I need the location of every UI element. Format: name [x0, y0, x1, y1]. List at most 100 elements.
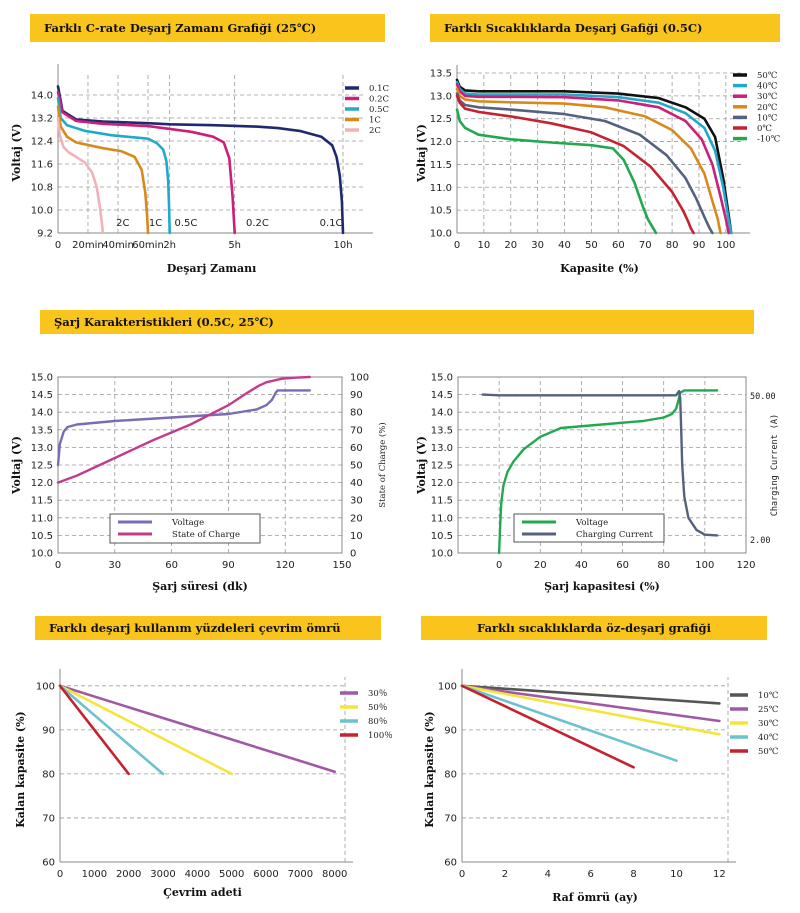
y-tick-label: 10.5 — [31, 531, 53, 542]
y2-tick-label: 50.00 — [750, 392, 776, 402]
y-tick-label: 13.2 — [31, 114, 53, 125]
y-tick-label: 70 — [42, 813, 55, 824]
y-tick-label: 12.5 — [430, 114, 452, 125]
y-tick-label: 13.0 — [31, 443, 53, 454]
x-tick-label: 8 — [630, 869, 636, 880]
y-tick-label: 12.0 — [431, 478, 453, 489]
y-tick-label: 14.0 — [31, 408, 53, 419]
series-line-10℃ — [460, 684, 721, 705]
x-tick-label: 60 — [612, 240, 625, 251]
x-tick-label: 2000 — [116, 869, 141, 880]
series-line-50℃ — [455, 78, 733, 235]
curve-annotation: 2C — [116, 218, 129, 229]
x-tick-label: 40 — [558, 240, 571, 251]
x-tick-label: 0 — [459, 869, 465, 880]
y-tick-label: 70 — [444, 813, 457, 824]
legend-label-50％: 50％ — [368, 703, 387, 713]
legend-box — [513, 513, 665, 543]
legend-label: Voltage — [575, 518, 608, 528]
y2-tick-label: 70 — [350, 425, 363, 436]
series-line-20℃ — [455, 87, 722, 235]
y-tick-label: 90 — [42, 725, 55, 736]
y-tick-label: 12.0 — [430, 137, 452, 148]
y-tick-label: 13.0 — [431, 443, 453, 454]
y2-tick-label: 90 — [350, 390, 363, 401]
legend-label-100％: 100％ — [368, 731, 393, 741]
x-tick-label: 30 — [531, 240, 544, 251]
y-tick-label: 11.5 — [430, 160, 452, 171]
x-tick-label: 7000 — [288, 869, 313, 880]
series-line-0℃ — [455, 94, 695, 235]
legend-label-50℃: 50℃ — [758, 747, 778, 757]
x-tick-label: 0 — [55, 560, 61, 571]
y-tick-label: 12.4 — [31, 137, 53, 148]
x-axis-label: Deşarj Zamanı — [167, 262, 257, 275]
x-tick-label: 2 — [502, 869, 508, 880]
series-line-30％ — [58, 684, 337, 774]
y-tick-label: 60 — [444, 858, 457, 869]
x-tick-label: 90 — [222, 560, 235, 571]
y2-tick-label: 40 — [350, 478, 363, 489]
y-tick-label: 10.0 — [31, 549, 53, 560]
series-line--10℃ — [455, 108, 658, 235]
y-axis-label: Kalan kapasite (%) — [14, 711, 27, 828]
series-line-10℃ — [455, 92, 714, 235]
y-tick-label: 11.6 — [31, 160, 53, 171]
x-tick-label: 10 — [478, 240, 491, 251]
curve-annotation: 1C — [149, 218, 162, 229]
y2-tick-label: 30 — [350, 496, 363, 507]
y2-tick-label: 100 — [350, 373, 369, 384]
y-tick-label: 10.0 — [430, 229, 452, 240]
x-tick-label: 0 — [55, 240, 61, 251]
y-tick-label: 10.5 — [431, 531, 453, 542]
x-tick-label: 5000 — [219, 869, 244, 880]
x-tick-label: 6000 — [253, 869, 278, 880]
x-tick-label: 1000 — [82, 869, 107, 880]
series-line-0.2C — [56, 90, 236, 235]
y-tick-label: 90 — [444, 725, 457, 736]
chart-title-banner: Farklı sıcaklıklarda öz-deşarj grafiği — [421, 616, 767, 640]
y-tick-label: 11.5 — [31, 496, 53, 507]
legend-label-25℃: 25℃ — [758, 705, 778, 715]
y-tick-label: 10.0 — [431, 549, 453, 560]
x-tick-label: 80 — [657, 560, 670, 571]
x-axis-label: Çevrim adeti — [163, 886, 242, 899]
series-line-40℃ — [455, 80, 733, 235]
chart-title-banner: Farklı C-rate Deşarj Zamanı Grafiği (25℃… — [30, 14, 385, 42]
y2-axis-label: Charging Current (A) — [770, 414, 780, 516]
legend-label-40℃: 40℃ — [758, 733, 778, 743]
x-tick-label: 4000 — [185, 869, 210, 880]
series-line-25℃ — [460, 684, 721, 723]
y2-tick-label: 2.00 — [750, 536, 770, 546]
legend-label-2C: 2C — [369, 126, 381, 136]
series-line-0.5C — [56, 96, 171, 235]
legend-label: Voltage — [171, 518, 204, 528]
y-axis-label: Voltaj (V) — [415, 124, 428, 183]
y2-tick-label: 10 — [350, 531, 363, 542]
y2-tick-label: 20 — [350, 513, 363, 524]
y-tick-label: 10.8 — [31, 183, 53, 194]
x-tick-label: 0 — [496, 560, 502, 571]
x-tick-label: 40min — [102, 240, 134, 251]
y2-tick-label: 50 — [350, 461, 363, 472]
legend-label-0.1C: 0.1C — [369, 84, 389, 94]
series-line-30℃ — [460, 684, 721, 736]
x-axis-label: Şarj süresi (dk) — [152, 580, 248, 593]
legend-label-0℃: 0℃ — [757, 124, 772, 134]
y-axis-label: Voltaj (V) — [415, 436, 428, 495]
y-tick-label: 60 — [42, 858, 55, 869]
y-tick-label: 13.5 — [31, 425, 53, 436]
chart-title-banner: Farklı Sıcaklıklarda Deşarj Gafiği (0.5C… — [430, 14, 780, 42]
legend-label-30％: 30％ — [368, 689, 387, 699]
y-tick-label: 12.5 — [31, 461, 53, 472]
y-tick-label: 13.5 — [431, 425, 453, 436]
series-line-100％ — [58, 684, 130, 776]
y-tick-label: 11.5 — [431, 496, 453, 507]
y2-axis-label: State of Charge (%) — [377, 422, 388, 507]
y2-tick-label: 60 — [350, 443, 363, 454]
curve-annotation: 0.5C — [174, 218, 197, 229]
